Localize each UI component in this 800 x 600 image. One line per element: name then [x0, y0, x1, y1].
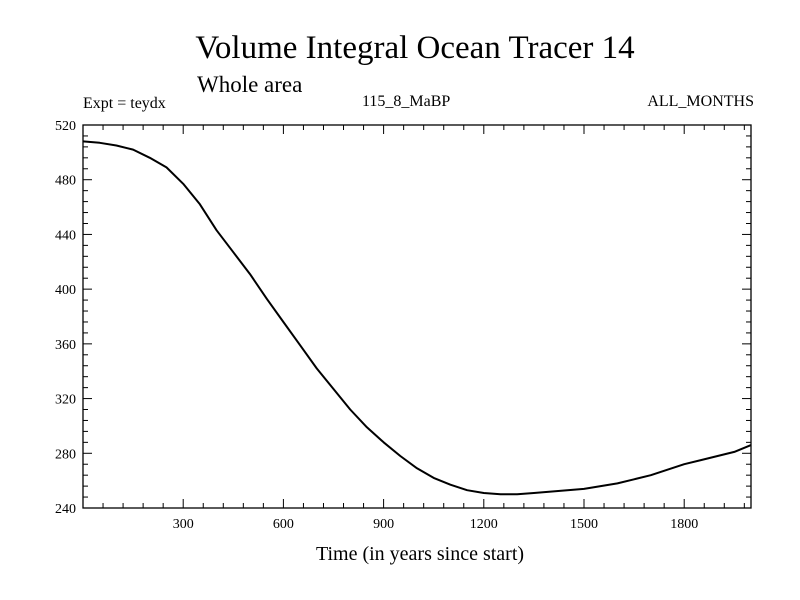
- tick-labels-group: 300 600 900 1200 1500 1800 240 280 320 360 400 440 4…: [55, 119, 698, 532]
- ticks-group: [83, 125, 751, 508]
- x-tick-label: 900: [373, 517, 394, 532]
- x-tick-label: 1800: [670, 517, 698, 532]
- series-line: [82, 140, 752, 496]
- y-tick-label: 440: [55, 228, 76, 243]
- y-tick-label: 240: [55, 502, 76, 517]
- series-layer: [82, 140, 752, 496]
- x-tick-label: 600: [273, 517, 294, 532]
- x-axis-label: Time (in years since start): [315, 543, 525, 565]
- period-label: 115_8_MaBP: [362, 93, 451, 110]
- x-tick-label: 300: [173, 517, 194, 532]
- y-tick-label: 480: [55, 174, 76, 189]
- y-tick-label: 400: [55, 283, 76, 298]
- months-label: ALL_MONTHS: [647, 93, 754, 110]
- plot-frame: [82, 124, 752, 509]
- chart-title: Volume Integral Ocean Tracer 14: [195, 30, 635, 66]
- experiment-label: Expt = teydx: [83, 95, 166, 112]
- y-tick-label: 360: [55, 338, 76, 353]
- chart-subtitle: Whole area: [197, 72, 303, 97]
- y-tick-label: 520: [55, 119, 76, 134]
- x-tick-label: 1200: [470, 517, 498, 532]
- x-tick-label: 1500: [570, 517, 598, 532]
- y-tick-label: 320: [55, 393, 76, 408]
- y-tick-label: 280: [55, 447, 76, 462]
